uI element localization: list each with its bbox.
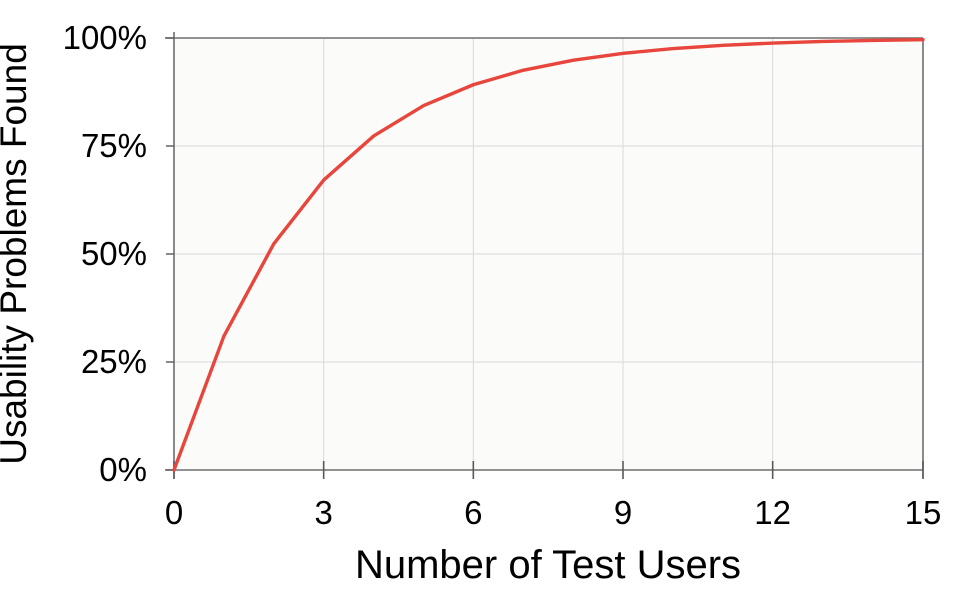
svg-text:Number of Test Users: Number of Test Users — [355, 543, 741, 587]
svg-text:12: 12 — [754, 494, 791, 531]
svg-text:3: 3 — [314, 494, 332, 531]
svg-text:50%: 50% — [81, 235, 147, 272]
svg-text:6: 6 — [464, 494, 482, 531]
svg-text:0: 0 — [165, 494, 183, 531]
svg-text:25%: 25% — [81, 343, 147, 380]
svg-text:9: 9 — [614, 494, 632, 531]
svg-text:0%: 0% — [99, 451, 147, 488]
svg-text:Usability Problems Found: Usability Problems Found — [0, 43, 34, 465]
svg-text:15: 15 — [905, 494, 942, 531]
svg-text:75%: 75% — [81, 127, 147, 164]
svg-text:100%: 100% — [63, 19, 147, 56]
